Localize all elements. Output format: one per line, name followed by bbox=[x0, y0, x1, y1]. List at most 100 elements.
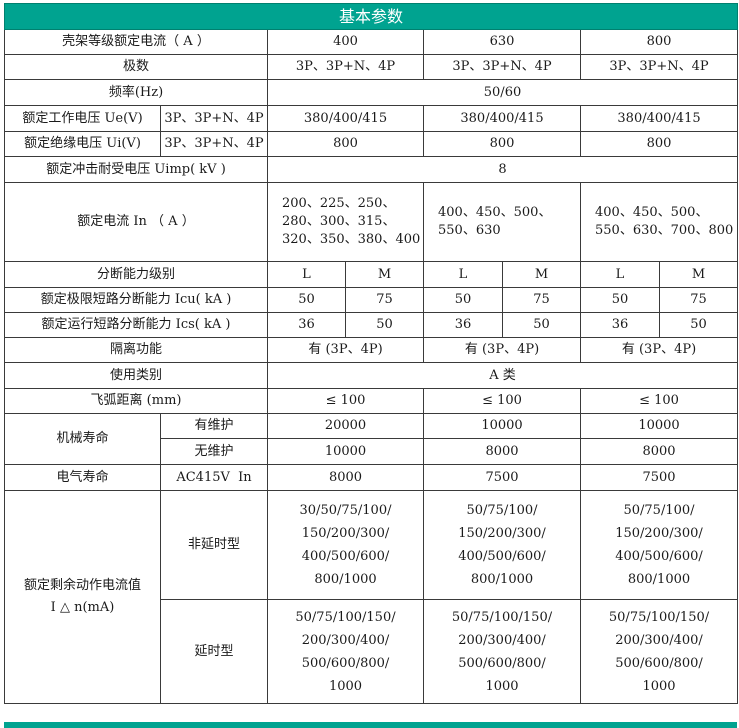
line: 400/500/600/ bbox=[615, 549, 703, 564]
cell: 20000 bbox=[267, 413, 424, 439]
cell: ≤ 100 bbox=[267, 388, 424, 414]
table-row: 飞弧距离 (mm) ≤ 100 ≤ 100 ≤ 100 bbox=[4, 388, 739, 414]
row-sublabel: 延时型 bbox=[160, 599, 268, 704]
table-row: 无维护 10000 8000 8000 bbox=[5, 438, 739, 465]
line: 200/300/400/ bbox=[615, 632, 703, 648]
cell: 36 bbox=[423, 312, 503, 338]
line: 500/600/800/ bbox=[458, 655, 546, 671]
table-title: 基本参数 bbox=[3, 3, 739, 30]
cell: M bbox=[345, 261, 424, 288]
table-row: 额定剩余动作电流值 I △ n(mA) 非延时型 30/50/75/100/15… bbox=[4, 490, 739, 704]
residual-unit: I △ n(mA) bbox=[50, 600, 115, 615]
table-row: 壳架等级额定电流（ A ） 400 630 800 bbox=[4, 29, 739, 55]
line: 200/300/400/ bbox=[458, 632, 546, 648]
cell: L bbox=[423, 261, 503, 288]
row-sublabel: AC415V In bbox=[160, 464, 268, 491]
table-row: 延时型 50/75/100/150/200/300/400/500/600/80… bbox=[5, 599, 739, 704]
cell: 10000 bbox=[423, 413, 581, 439]
row-label: 额定绝缘电压 Ui(V) bbox=[4, 131, 161, 157]
cell: A 类 bbox=[266, 362, 739, 389]
cell: 400 bbox=[267, 29, 424, 55]
cell: 75 bbox=[658, 287, 739, 313]
cell: 8 bbox=[266, 156, 739, 183]
row-sublabel: 无维护 bbox=[160, 438, 268, 465]
cell: 50 bbox=[267, 287, 346, 313]
cell: 50/75/100/150/200/300/400/500/600/800/10… bbox=[579, 490, 739, 600]
row-label: 隔离功能 bbox=[4, 337, 268, 363]
cell: 3P、3P+N、4P bbox=[423, 54, 581, 80]
cell: ≤ 100 bbox=[579, 388, 739, 414]
row-label: 额定剩余动作电流值 I △ n(mA) bbox=[4, 490, 161, 704]
line: 500/600/800/ bbox=[301, 655, 390, 671]
table-row: 额定极限短路分断能力 Icu( kA ) 50 75 50 75 50 75 bbox=[4, 287, 739, 313]
line: 1000 bbox=[328, 678, 363, 694]
cell: L bbox=[580, 261, 660, 288]
residual-label: 额定剩余动作电流值 bbox=[23, 578, 141, 593]
cell: 380/400/415 bbox=[579, 105, 739, 132]
line: 200/300/400/ bbox=[301, 632, 390, 648]
table-row: 额定电流 In （ A ） 200、225、250、280、300、315、32… bbox=[4, 182, 739, 262]
cell: 30/50/75/100/150/200/300/400/500/600/800… bbox=[267, 490, 424, 600]
table-row: 电气寿命 AC415V In 8000 7500 7500 bbox=[4, 464, 739, 491]
row-label: 额定冲击耐受电压 Uimp( kV ) bbox=[4, 156, 268, 183]
cell: 36 bbox=[580, 312, 660, 338]
row-label: 频率(Hz) bbox=[4, 79, 268, 106]
line: 50/75/100/ bbox=[466, 503, 538, 518]
cell: 50 bbox=[345, 312, 424, 338]
row-label: 壳架等级额定电流（ A ） bbox=[4, 29, 268, 55]
cell: 3P、3P+N、4P bbox=[579, 54, 739, 80]
line: 50/75/100/ bbox=[623, 503, 695, 518]
line: 30/50/75/100/ bbox=[299, 503, 392, 518]
cell: 800 bbox=[423, 131, 581, 157]
footer-bar bbox=[4, 722, 737, 728]
line: 150/200/300/ bbox=[301, 526, 390, 541]
cell: 50 bbox=[502, 312, 581, 338]
line: 800/1000 bbox=[314, 572, 377, 587]
cell: 50 bbox=[658, 312, 739, 338]
cell: 50/60 bbox=[266, 79, 739, 106]
basic-parameters-table: 基本参数 壳架等级额定电流（ A ） 400 630 800 极数 3P、3P+… bbox=[3, 3, 739, 704]
cell: 75 bbox=[502, 287, 581, 313]
line: 800/1000 bbox=[470, 572, 534, 587]
row-label: 极数 bbox=[4, 54, 268, 80]
cell: 10000 bbox=[267, 438, 424, 465]
table-row: 频率(Hz) 50/60 bbox=[4, 79, 739, 106]
row-label: 分断能力级别 bbox=[4, 261, 268, 288]
cell: M bbox=[658, 261, 739, 288]
cell: 400、450、500、550、630 bbox=[423, 182, 581, 262]
cell: 630 bbox=[423, 29, 581, 55]
line: 50/75/100/150/ bbox=[451, 609, 553, 625]
line: 800/1000 bbox=[627, 572, 691, 587]
cell: 50 bbox=[580, 287, 660, 313]
cell: 有 (3P、4P) bbox=[423, 337, 581, 363]
row-label: 机械寿命 bbox=[4, 413, 161, 465]
cell: 7500 bbox=[423, 464, 581, 491]
line: 1000 bbox=[642, 678, 676, 694]
cell: 50/75/100/150/200/300/400/500/600/800/10… bbox=[579, 599, 739, 704]
row-label: 电气寿命 bbox=[4, 464, 161, 491]
table-row: 使用类别 A 类 bbox=[4, 362, 739, 389]
table-row: 额定运行短路分断能力 Ics( kA ) 36 50 36 50 36 50 bbox=[4, 312, 739, 338]
line: 50/75/100/150/ bbox=[608, 609, 710, 625]
cell: 有 (3P、4P) bbox=[579, 337, 739, 363]
cell: 8000 bbox=[423, 438, 581, 465]
cell: 800 bbox=[579, 131, 739, 157]
row-label: 额定运行短路分断能力 Ics( kA ) bbox=[4, 312, 268, 338]
line: 50/75/100/150/ bbox=[295, 609, 396, 625]
cell: ≤ 100 bbox=[423, 388, 581, 414]
cell: 8000 bbox=[579, 438, 739, 465]
table-row: 隔离功能 有 (3P、4P) 有 (3P、4P) 有 (3P、4P) bbox=[4, 337, 739, 363]
row-label: 使用类别 bbox=[4, 362, 268, 389]
cell: 10000 bbox=[579, 413, 739, 439]
row-label: 额定工作电压 Ue(V) bbox=[4, 105, 161, 132]
row-sublabel: 非延时型 bbox=[160, 490, 268, 600]
cell: 800 bbox=[579, 29, 739, 55]
line: 500/600/800/ bbox=[615, 655, 703, 671]
cell: 7500 bbox=[579, 464, 739, 491]
line: 150/200/300/ bbox=[615, 526, 703, 541]
line: 150/200/300/ bbox=[458, 526, 546, 541]
cell: 有 (3P、4P) bbox=[267, 337, 424, 363]
cell: 75 bbox=[345, 287, 424, 313]
cell: 36 bbox=[267, 312, 346, 338]
table-row: 分断能力级别 L M L M L M bbox=[4, 261, 739, 288]
